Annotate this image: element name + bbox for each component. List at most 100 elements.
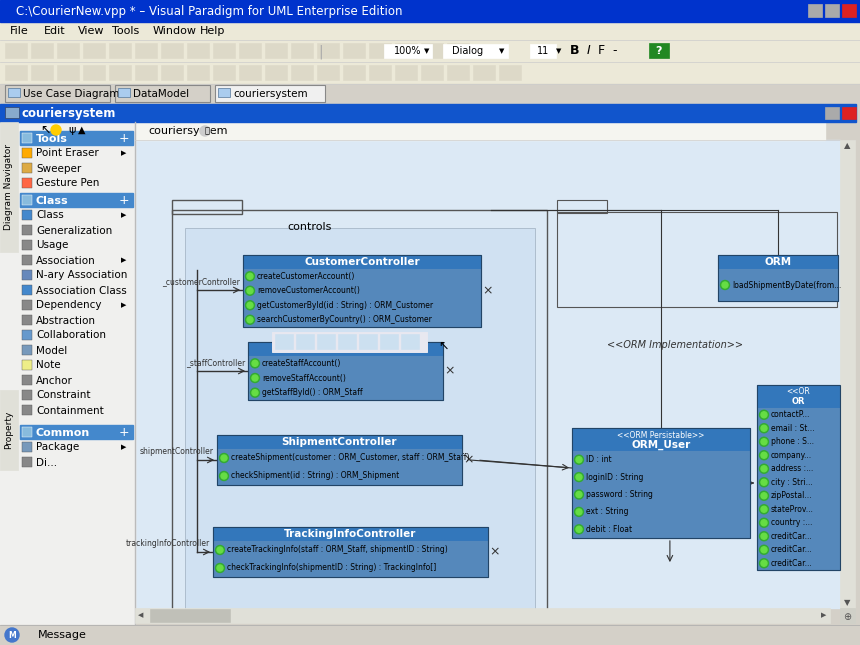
- Text: ×: ×: [444, 364, 454, 377]
- Text: createShipment(customer : ORM_Customer, staff : ORM_Staff): createShipment(customer : ORM_Customer, …: [231, 453, 470, 462]
- Bar: [317, 43, 339, 58]
- Circle shape: [574, 473, 583, 482]
- Text: Model: Model: [36, 346, 67, 355]
- Circle shape: [759, 451, 769, 460]
- Text: Di...: Di...: [36, 457, 57, 468]
- Bar: [109, 65, 131, 80]
- Text: loginID : String: loginID : String: [586, 473, 643, 482]
- Bar: [0, 22, 860, 40]
- Text: _customerController: _customerController: [163, 277, 240, 286]
- Bar: [572, 428, 750, 538]
- Text: Abstraction: Abstraction: [36, 315, 96, 326]
- Bar: [572, 451, 750, 538]
- Bar: [0, 40, 860, 62]
- Bar: [217, 435, 462, 449]
- Bar: [557, 212, 837, 307]
- Bar: [0, 62, 860, 84]
- Bar: [572, 428, 750, 451]
- Text: Property: Property: [4, 411, 14, 449]
- Bar: [243, 269, 481, 327]
- Bar: [395, 43, 417, 58]
- Bar: [213, 43, 235, 58]
- Bar: [272, 332, 427, 352]
- Bar: [421, 43, 443, 58]
- Text: ▶: ▶: [121, 257, 126, 264]
- Text: N-ary Association: N-ary Association: [36, 270, 127, 281]
- Bar: [135, 140, 840, 608]
- Bar: [213, 527, 488, 577]
- Bar: [31, 65, 53, 80]
- Text: Use Case Diagram1: Use Case Diagram1: [23, 89, 126, 99]
- Bar: [808, 4, 822, 17]
- Bar: [5, 43, 27, 58]
- Circle shape: [759, 464, 769, 473]
- Bar: [22, 427, 32, 437]
- Bar: [213, 541, 488, 577]
- Text: ▲: ▲: [78, 125, 85, 135]
- Bar: [243, 255, 481, 269]
- Text: ID : int: ID : int: [586, 455, 611, 464]
- Bar: [217, 435, 462, 485]
- Circle shape: [216, 564, 224, 573]
- Text: 🔍: 🔍: [205, 126, 210, 135]
- Bar: [557, 200, 607, 213]
- Text: Window: Window: [152, 26, 196, 36]
- Bar: [22, 300, 32, 310]
- Bar: [22, 285, 32, 295]
- Text: ▼: ▼: [424, 48, 430, 54]
- Text: Edit: Edit: [44, 26, 65, 36]
- Text: Point Eraser: Point Eraser: [36, 148, 99, 159]
- Text: StaffController: StaffController: [302, 344, 390, 354]
- Circle shape: [576, 526, 582, 532]
- Bar: [8, 88, 20, 97]
- Circle shape: [576, 457, 582, 462]
- Circle shape: [574, 525, 583, 534]
- Text: couriersystem: couriersystem: [22, 106, 116, 119]
- Text: ↖: ↖: [438, 340, 449, 353]
- Circle shape: [722, 282, 728, 288]
- Text: ▶: ▶: [121, 444, 126, 450]
- Circle shape: [200, 126, 210, 136]
- Bar: [421, 65, 443, 80]
- Circle shape: [759, 559, 769, 568]
- Text: Help: Help: [200, 26, 224, 36]
- Circle shape: [252, 390, 258, 395]
- Circle shape: [247, 303, 253, 308]
- Bar: [317, 65, 339, 80]
- Text: +: +: [119, 132, 129, 145]
- Text: ▶: ▶: [121, 150, 126, 157]
- Circle shape: [761, 493, 767, 499]
- Bar: [248, 342, 443, 400]
- Bar: [22, 360, 32, 370]
- Text: ▲: ▲: [844, 141, 851, 150]
- Text: Message: Message: [38, 630, 87, 640]
- Text: getStaffById() : ORM_Staff: getStaffById() : ORM_Staff: [262, 388, 363, 397]
- Bar: [83, 43, 105, 58]
- Circle shape: [221, 455, 227, 461]
- Bar: [109, 43, 131, 58]
- Bar: [842, 107, 856, 119]
- Circle shape: [761, 506, 767, 512]
- Text: M: M: [8, 631, 15, 639]
- Bar: [22, 345, 32, 355]
- Text: +: +: [119, 426, 129, 439]
- Bar: [22, 255, 32, 265]
- Bar: [215, 85, 325, 102]
- Bar: [5, 107, 19, 118]
- Bar: [395, 65, 417, 80]
- Bar: [338, 334, 356, 349]
- Bar: [217, 449, 462, 485]
- Text: ORM_User: ORM_User: [631, 440, 691, 450]
- Text: loadShipmentByDate(from...: loadShipmentByDate(from...: [732, 281, 841, 290]
- Bar: [31, 43, 53, 58]
- Bar: [172, 200, 242, 214]
- Circle shape: [759, 531, 769, 541]
- Bar: [172, 210, 547, 620]
- Bar: [135, 608, 830, 623]
- Bar: [718, 269, 838, 301]
- Text: Usage: Usage: [36, 241, 69, 250]
- Circle shape: [245, 301, 255, 310]
- Bar: [343, 65, 365, 80]
- Text: Tools: Tools: [112, 26, 139, 36]
- Text: address :...: address :...: [771, 464, 814, 473]
